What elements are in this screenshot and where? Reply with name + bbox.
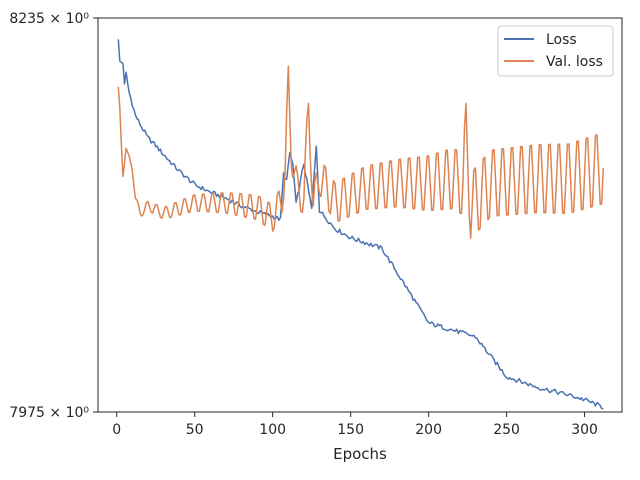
x-axis: 0 50 100 150 200 250 300 [112, 412, 598, 438]
axes-frame [97, 17, 623, 413]
x-tick-label: 200 [415, 422, 442, 438]
series-line-val-loss [117, 65, 605, 239]
y-axis: 7975 × 10⁰ 8235 × 10⁰ [9, 11, 98, 421]
legend: Loss Val. loss [497, 25, 614, 77]
legend-loss-label: Loss [546, 32, 577, 48]
x-tick-label: 0 [112, 422, 121, 438]
series-line-loss [117, 39, 604, 410]
x-tick-label: 300 [571, 422, 598, 438]
x-tick-label: 50 [186, 422, 204, 438]
y-tick-label: 8235 × 10⁰ [9, 11, 89, 27]
x-tick-label: 150 [337, 422, 364, 438]
x-tick-label: 100 [259, 422, 286, 438]
x-tick-label: 250 [493, 422, 520, 438]
y-tick-label: 7975 × 10⁰ [9, 405, 89, 421]
legend-val-loss-label: Val. loss [546, 54, 603, 70]
x-axis-label: Epochs [333, 445, 387, 463]
plot-area [97, 17, 623, 413]
